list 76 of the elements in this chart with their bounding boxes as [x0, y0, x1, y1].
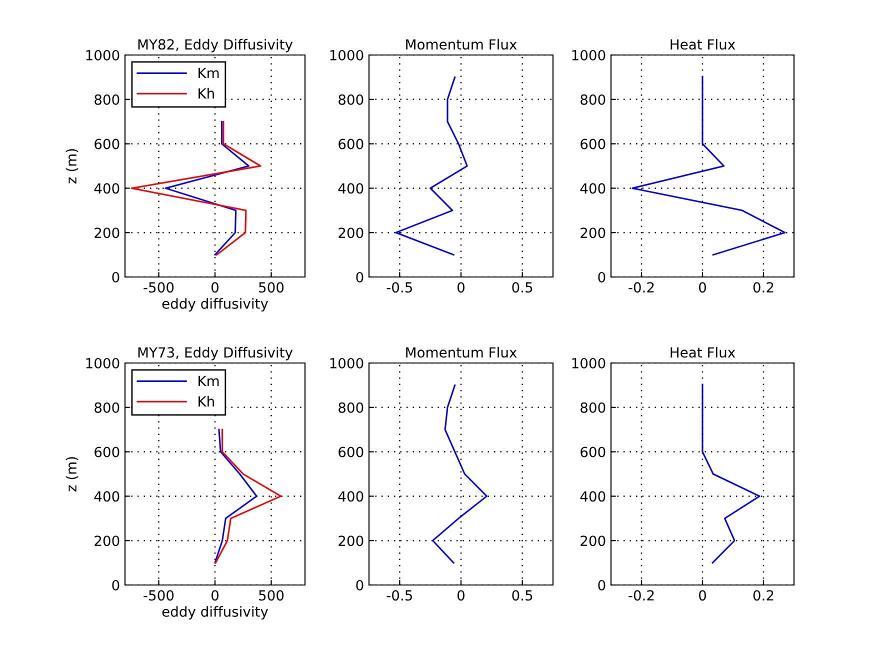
- y-tick-label: 800: [94, 94, 120, 105]
- y-tick-label: 0: [112, 580, 120, 590]
- chart-title: MY82, Eddy Diffusivity: [138, 38, 293, 52]
- line-series: [214, 428, 282, 564]
- y-tick-label: 600: [338, 138, 364, 150]
- chart-title: Momentum Flux: [406, 38, 517, 50]
- legend-label: Km: [198, 376, 219, 386]
- chart-title: Heat Flux: [670, 38, 736, 50]
- y-tick-label: 800: [338, 402, 364, 413]
- x-tick-label: 0: [211, 590, 218, 601]
- line-series: [130, 120, 262, 256]
- y-axis-title: z (m): [66, 457, 78, 492]
- y-tick-label: 0: [356, 272, 364, 282]
- y-tick-label: 600: [580, 446, 606, 458]
- y-tick-label: 800: [580, 402, 606, 413]
- line-series: [395, 76, 468, 256]
- x-tick-label: 0: [457, 590, 464, 601]
- x-tick-label: -0.2: [628, 282, 654, 293]
- x-tick-label: 0.5: [512, 590, 532, 601]
- x-tick-label: 0.2: [753, 282, 774, 293]
- chart-title: Heat Flux: [670, 346, 736, 358]
- x-tick-label: -0.5: [386, 590, 412, 601]
- x-tick-label: 0: [698, 590, 706, 601]
- line-series: [632, 76, 786, 256]
- y-tick-label: 0: [112, 272, 120, 282]
- chart-title: Momentum Flux: [406, 346, 517, 358]
- y-tick-label: 400: [338, 183, 364, 194]
- y-tick-label: 200: [580, 228, 606, 238]
- legend-label: Kh: [198, 88, 214, 98]
- chart-title: MY73, Eddy Diffusivity: [138, 346, 293, 360]
- y-tick-label: 800: [94, 402, 120, 413]
- legend-label: Km: [198, 68, 219, 78]
- y-tick-label: 200: [580, 536, 606, 546]
- line-series: [214, 428, 258, 564]
- y-tick-label: 1000: [330, 50, 364, 60]
- y-tick-label: 400: [580, 491, 606, 502]
- y-tick-label: 400: [94, 491, 120, 502]
- y-tick-label: 800: [338, 94, 364, 105]
- y-tick-label: 1000: [330, 358, 364, 368]
- y-tick-label: 200: [94, 228, 120, 238]
- y-tick-label: 1000: [572, 50, 606, 60]
- x-tick-label: 500: [259, 282, 284, 293]
- y-tick-label: 600: [94, 138, 120, 150]
- legend-label: Kh: [198, 396, 214, 406]
- x-tick-label: -500: [144, 590, 174, 601]
- x-tick-label: 0: [211, 282, 218, 293]
- y-tick-label: 400: [94, 183, 120, 194]
- x-tick-label: 0.5: [512, 282, 532, 293]
- y-tick-label: 200: [94, 536, 120, 546]
- x-tick-label: 500: [259, 590, 284, 601]
- y-tick-label: 400: [580, 183, 606, 194]
- y-tick-label: 200: [338, 536, 364, 546]
- y-axis-title: z (m): [66, 149, 78, 184]
- x-axis-title: eddy diffusivity: [162, 298, 268, 312]
- x-axis-title: eddy diffusivity: [162, 606, 268, 620]
- y-tick-label: 0: [356, 580, 364, 590]
- y-tick-label: 0: [598, 580, 606, 590]
- y-tick-label: 1000: [86, 358, 120, 368]
- y-tick-label: 600: [338, 446, 364, 458]
- y-tick-label: 1000: [86, 50, 120, 60]
- y-tick-label: 600: [580, 138, 606, 150]
- x-tick-label: 0.2: [753, 590, 774, 601]
- x-tick-label: -0.2: [628, 590, 654, 601]
- y-tick-label: 800: [580, 94, 606, 105]
- line-series: [164, 120, 250, 256]
- x-tick-label: -0.5: [386, 282, 412, 293]
- x-tick-label: 0: [698, 282, 706, 293]
- y-tick-label: 0: [598, 272, 606, 282]
- line-series: [432, 384, 488, 564]
- y-tick-label: 600: [94, 446, 120, 458]
- y-tick-label: 400: [338, 491, 364, 502]
- line-series: [702, 384, 760, 564]
- x-tick-label: 0: [457, 282, 464, 293]
- x-tick-label: -500: [144, 282, 174, 293]
- y-tick-label: 200: [338, 228, 364, 238]
- y-tick-label: 1000: [572, 358, 606, 368]
